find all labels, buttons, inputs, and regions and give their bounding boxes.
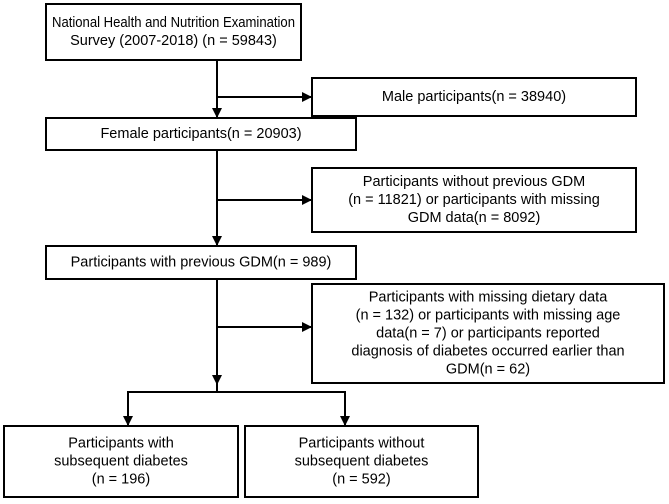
node: National Health and Nutrition Examinatio… (45, 3, 302, 61)
node: Participants with previous GDM(n = 989) (45, 245, 357, 280)
node-box (311, 77, 637, 117)
node-text: data(n = 7) or participants reported (376, 325, 600, 341)
node-text: Participants with (68, 435, 174, 451)
connectors (123, 60, 350, 426)
node-text: (n = 196) (92, 471, 150, 487)
node-box (3, 425, 239, 498)
node-text: National Health and Nutrition Examinatio… (52, 15, 295, 31)
node: Participants with subsequent diabetes (n =… (3, 425, 239, 498)
node-text: subsequent diabetes (54, 453, 188, 469)
node: Participants with missing dietary data (n… (311, 283, 665, 384)
node: Participants without subsequent diabetes (… (244, 425, 479, 498)
node-text: Participants with previous GDM(n = 989) (71, 254, 332, 270)
node-box (311, 283, 665, 384)
node-text: Participants without (299, 435, 425, 451)
node: Participants without previous GDM (n = 11… (311, 167, 637, 233)
node-text: Participants with missing dietary data (369, 289, 608, 305)
node-text: Female participants(n = 20903) (100, 126, 301, 142)
node-text: (n = 592) (332, 471, 390, 487)
node-text: GDM(n = 62) (446, 361, 530, 377)
node-text: diagnosis of diabetes occurred earlier t… (351, 343, 624, 359)
node-box (45, 117, 357, 151)
node-text: (n = 11821) or participants with missing (348, 192, 600, 208)
node-text: subsequent diabetes (295, 453, 429, 469)
node-text: Male participants(n = 38940) (382, 89, 566, 105)
node-text: Participants without previous GDM (363, 174, 585, 190)
node-text: GDM data(n = 8092) (408, 210, 541, 226)
node: Male participants(n = 38940) (311, 77, 637, 117)
node-box (45, 245, 357, 280)
node-text: Survey (2007-2018) (n = 59843) (70, 33, 277, 49)
node-box (45, 3, 302, 61)
node: Female participants(n = 20903) (45, 117, 357, 151)
node-box (311, 167, 637, 233)
node-text: (n = 132) or participants with missing a… (356, 307, 621, 323)
node-box (244, 425, 479, 498)
